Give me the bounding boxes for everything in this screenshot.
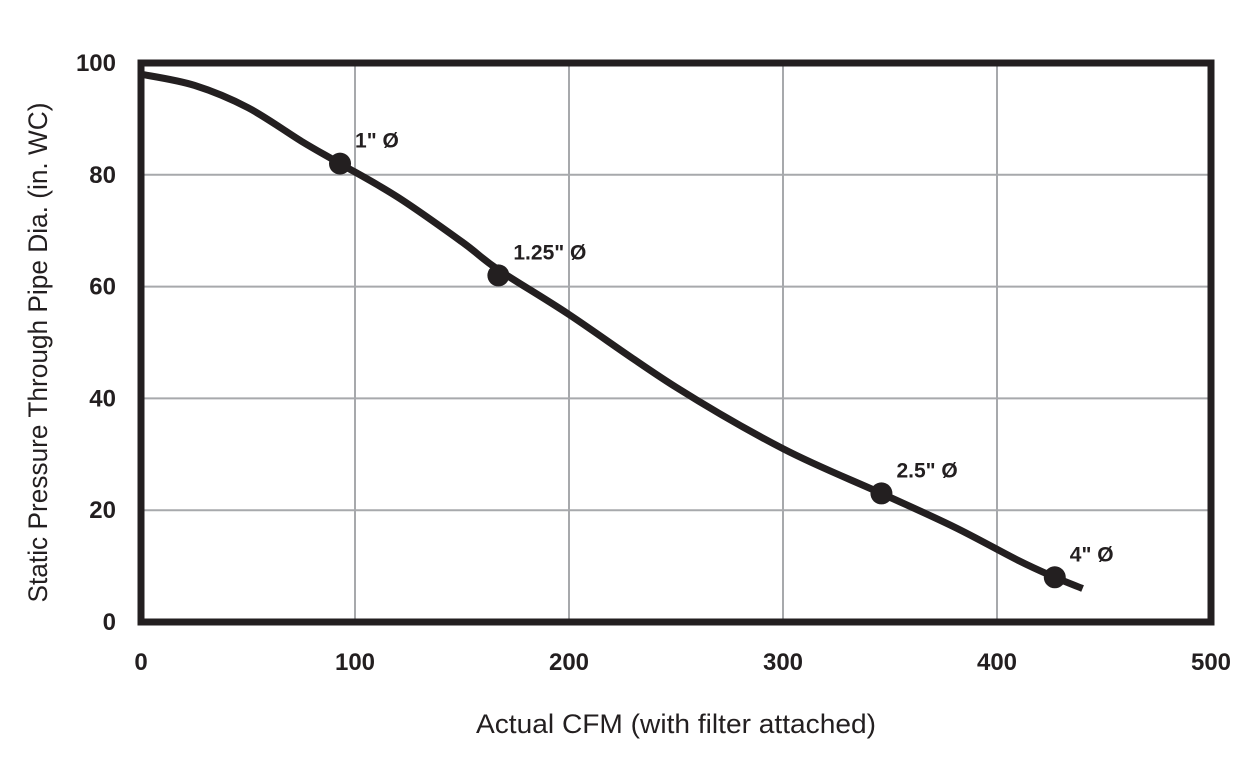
x-tick-label-2: 200 <box>549 649 589 676</box>
y-axis-label: Static Pressure Through Pipe Dia. (in. W… <box>23 103 53 603</box>
y-tick-label-2: 40 <box>89 385 116 412</box>
data-point-0 <box>329 152 352 175</box>
markers: 1" Ø 1.25" Ø 2.5" Ø 4" Ø <box>329 130 1114 589</box>
data-point-label-0: 1" Ø <box>355 130 399 153</box>
data-point-label-2: 2.5" Ø <box>896 459 957 482</box>
x-tick-label-5: 500 <box>1191 649 1231 676</box>
x-tick-label-3: 300 <box>763 649 803 676</box>
y-tick-labels: 0 20 40 60 80 100 <box>76 50 116 636</box>
y-tick-label-1: 20 <box>89 497 116 524</box>
x-tick-label-0: 0 <box>134 649 147 676</box>
y-tick-label-0: 0 <box>103 609 116 636</box>
y-tick-label-3: 60 <box>89 274 116 301</box>
plot-frame <box>137 59 1215 626</box>
x-tick-label-1: 100 <box>335 649 375 676</box>
data-point-2 <box>870 482 893 505</box>
data-point-1 <box>487 264 510 287</box>
data-point-3 <box>1043 566 1066 589</box>
data-point-label-1: 1.25" Ø <box>513 241 586 264</box>
x-tick-labels: 0 100 200 300 400 500 <box>134 649 1231 676</box>
y-tick-label-5: 100 <box>76 50 116 77</box>
x-axis-label: Actual CFM (with filter attached) <box>476 709 876 739</box>
grid <box>140 62 1212 623</box>
data-point-label-3: 4" Ø <box>1070 543 1114 566</box>
series-line <box>140 70 1084 592</box>
x-tick-label-4: 400 <box>977 649 1017 676</box>
y-tick-label-4: 80 <box>89 162 116 189</box>
